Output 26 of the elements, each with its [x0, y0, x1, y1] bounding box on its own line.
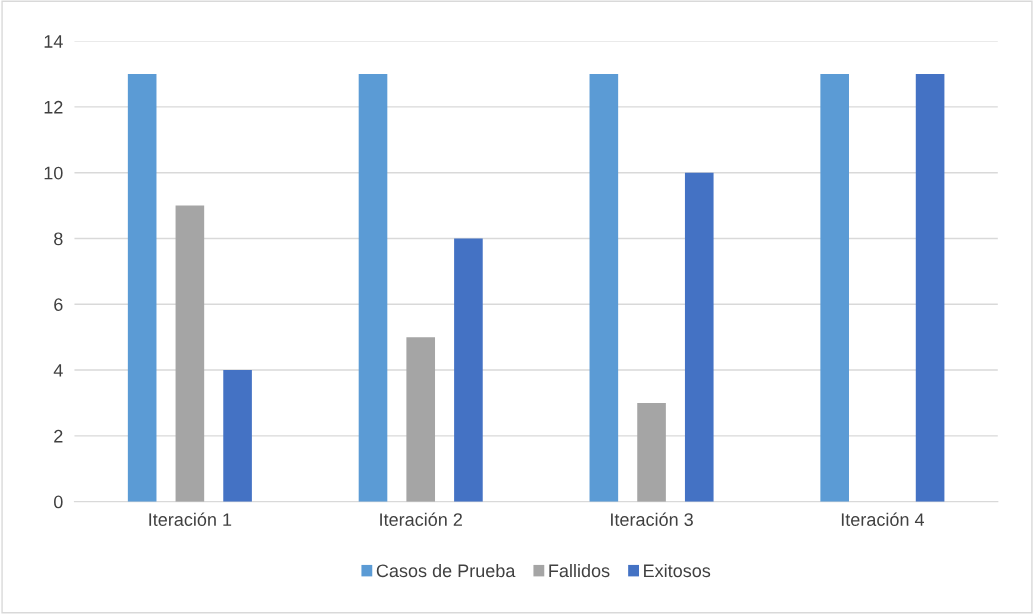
legend-label: Casos de Prueba [376, 563, 516, 578]
bar [684, 172, 714, 502]
y-tick-label: 2 [54, 429, 63, 443]
bar [637, 402, 666, 502]
bar [406, 337, 436, 502]
y-tick-label: 10 [44, 166, 63, 180]
bar [454, 238, 483, 502]
bar [175, 205, 205, 502]
bar [915, 74, 945, 502]
bar [223, 370, 252, 502]
bar [358, 74, 388, 502]
legend-label: Exitosos [644, 563, 711, 578]
x-tick-label: Iteración 1 [149, 512, 232, 527]
y-tick-label: 0 [54, 495, 63, 509]
y-tick-label: 4 [53, 364, 63, 377]
bar [127, 74, 157, 502]
x-tick-label: Iteración 3 [611, 512, 693, 527]
y-tick-label: 12 [44, 100, 63, 114]
x-tick-label: Iteración 4 [841, 512, 925, 527]
y-tick-label: 6 [54, 298, 63, 311]
y-tick-label: 14 [44, 35, 63, 48]
x-tick-label: Iteración 2 [380, 512, 462, 527]
bar [589, 74, 619, 502]
y-tick-label: 8 [54, 232, 63, 246]
bar [820, 74, 849, 502]
legend-label: Fallidos [549, 563, 610, 578]
